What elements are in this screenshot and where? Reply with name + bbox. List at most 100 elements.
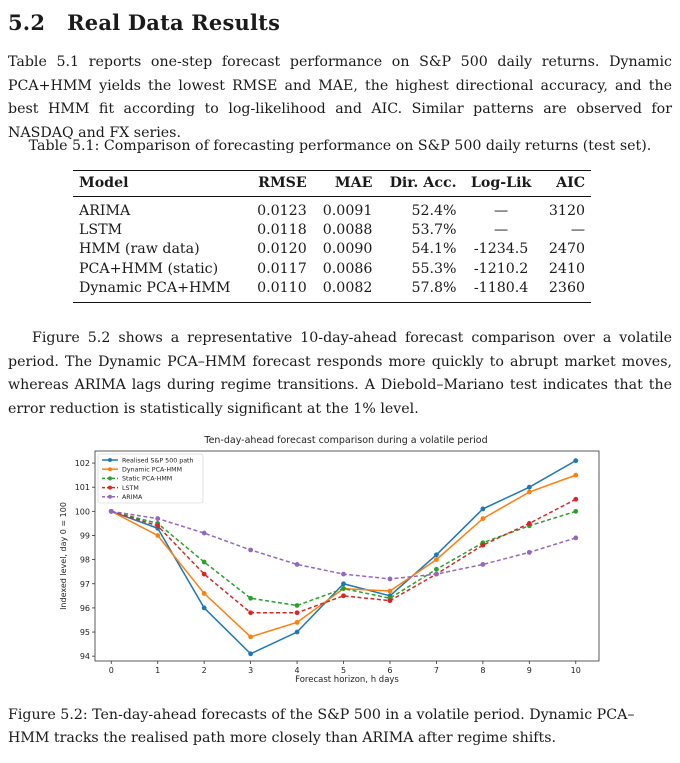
data-point <box>248 610 254 616</box>
data-point <box>434 552 439 558</box>
x-tick-label: 0 <box>109 666 114 675</box>
cell-rmse: 0.0117 <box>257 260 307 277</box>
results-table: Model RMSE MAE Dir. Acc. Log-Lik AIC ARI… <box>73 170 591 304</box>
table-row: PCA+HMM (static) 0.0117 0.0086 55.3% -12… <box>73 260 591 279</box>
cell-dir-acc: 57.8% <box>411 279 457 296</box>
data-point <box>108 508 114 514</box>
data-point <box>387 588 393 594</box>
x-axis-label: Forecast horizon, h days <box>295 675 399 685</box>
cell-dir-acc: 54.1% <box>411 241 457 258</box>
cell-rmse: 0.0118 <box>257 222 307 239</box>
legend-marker <box>108 494 112 499</box>
data-point <box>248 634 254 640</box>
cell-model: ARIMA <box>79 203 131 219</box>
table-row: ARIMA 0.0123 0.0091 52.4% — 3120 <box>73 197 591 222</box>
table-caption: Table 5.1: Comparison of forecasting per… <box>28 138 652 154</box>
x-tick-label: 9 <box>527 666 532 675</box>
series-3 <box>108 496 579 616</box>
data-point <box>341 571 346 577</box>
data-point <box>526 549 532 555</box>
cell-rmse: 0.0120 <box>257 241 307 258</box>
data-point <box>387 598 393 604</box>
cell-mae: 0.0091 <box>322 203 373 219</box>
cell-model: Dynamic PCA+HMM <box>79 279 231 296</box>
legend-label: Dynamic PCA-HMM <box>122 467 182 474</box>
header-model: Model <box>73 170 248 197</box>
cell-mae: 0.0090 <box>322 241 373 258</box>
y-tick-label: 97 <box>80 580 90 589</box>
data-point <box>434 566 439 572</box>
data-point <box>248 547 254 553</box>
cell-dir-acc: 53.7% <box>411 222 457 239</box>
section-heading: 5.2 Real Data Results <box>8 10 280 35</box>
cell-log-lik: -1210.2 <box>473 260 529 277</box>
x-tick-label: 1 <box>155 666 160 675</box>
cell-rmse: 0.0123 <box>257 203 307 219</box>
data-point <box>573 535 579 541</box>
data-point <box>155 516 161 521</box>
cell-log-lik: -1180.4 <box>473 279 529 296</box>
data-point <box>294 603 300 608</box>
legend-label: Static PCA-HMM <box>122 476 172 483</box>
table-header-row: Model RMSE MAE Dir. Acc. Log-Lik AIC <box>73 170 591 197</box>
chart-title: Ten-day-ahead forecast comparison during… <box>203 435 487 446</box>
cell-model: HMM (raw data) <box>79 241 200 258</box>
y-tick-label: 102 <box>75 459 90 468</box>
legend-marker <box>108 467 112 472</box>
x-tick-label: 5 <box>341 666 346 675</box>
data-point <box>480 542 486 548</box>
data-point <box>434 557 439 563</box>
x-tick-label: 4 <box>295 666 300 675</box>
data-point <box>526 489 532 495</box>
series-2 <box>108 508 579 608</box>
chart-legend: Realised S&P 500 path Dynamic PCA-HMM Stat… <box>97 453 204 504</box>
y-tick-label: 95 <box>80 628 90 637</box>
y-tick-label: 99 <box>80 531 90 540</box>
legend-marker <box>108 485 112 490</box>
data-point <box>201 571 207 577</box>
cell-rmse: 0.0110 <box>257 279 307 296</box>
data-point <box>480 506 486 512</box>
forecast-figure: Ten-day-ahead forecast comparison during… <box>55 428 610 690</box>
data-point <box>526 484 532 490</box>
y-tick-label: 100 <box>75 507 90 516</box>
y-axis: 94 95 96 97 98 99 100 101 102 <box>75 459 95 661</box>
data-point <box>341 581 346 587</box>
table-row: HMM (raw data) 0.0120 0.0090 54.1% -1234… <box>73 240 591 259</box>
data-point <box>201 605 207 611</box>
y-tick-label: 101 <box>75 483 90 492</box>
cell-aic: 2410 <box>548 260 585 277</box>
paragraph-figure-intro: Figure 5.2 shows a representative 10-day… <box>8 330 672 417</box>
header-mae: MAE <box>312 170 379 197</box>
y-axis-label: Indexed level, day 0 = 100 <box>59 502 68 610</box>
cell-aic: 3120 <box>548 203 585 219</box>
x-tick-label: 3 <box>248 666 253 675</box>
header-log-lik: Log-Lik <box>462 170 540 197</box>
x-axis: 0 1 2 3 4 5 6 7 8 9 10 <box>109 661 581 675</box>
x-tick-label: 6 <box>387 666 392 675</box>
data-point <box>155 533 161 538</box>
y-tick-label: 96 <box>80 604 90 613</box>
header-aic: AIC <box>539 170 591 197</box>
cell-model: PCA+HMM (static) <box>79 260 219 277</box>
x-tick-label: 8 <box>480 666 485 675</box>
data-point <box>248 595 254 601</box>
cell-model: LSTM <box>79 222 123 239</box>
section-title: Real Data Results <box>67 10 281 35</box>
data-point <box>526 521 532 526</box>
section-number: 5.2 <box>8 10 46 35</box>
data-point <box>434 571 439 577</box>
cell-aic: — <box>570 222 585 239</box>
data-point <box>294 629 300 635</box>
x-tick-label: 10 <box>571 666 581 675</box>
data-point <box>573 472 579 478</box>
header-dir-acc: Dir. Acc. <box>378 170 463 197</box>
x-tick-label: 2 <box>202 666 207 675</box>
data-point <box>573 508 579 514</box>
data-point <box>248 651 254 657</box>
series-layer <box>108 458 579 657</box>
legend-label: LSTM <box>122 485 139 492</box>
legend-label: Realised S&P 500 path <box>122 457 194 464</box>
table-row: LSTM 0.0118 0.0088 53.7% — — <box>73 221 591 240</box>
cell-mae: 0.0086 <box>322 260 373 277</box>
